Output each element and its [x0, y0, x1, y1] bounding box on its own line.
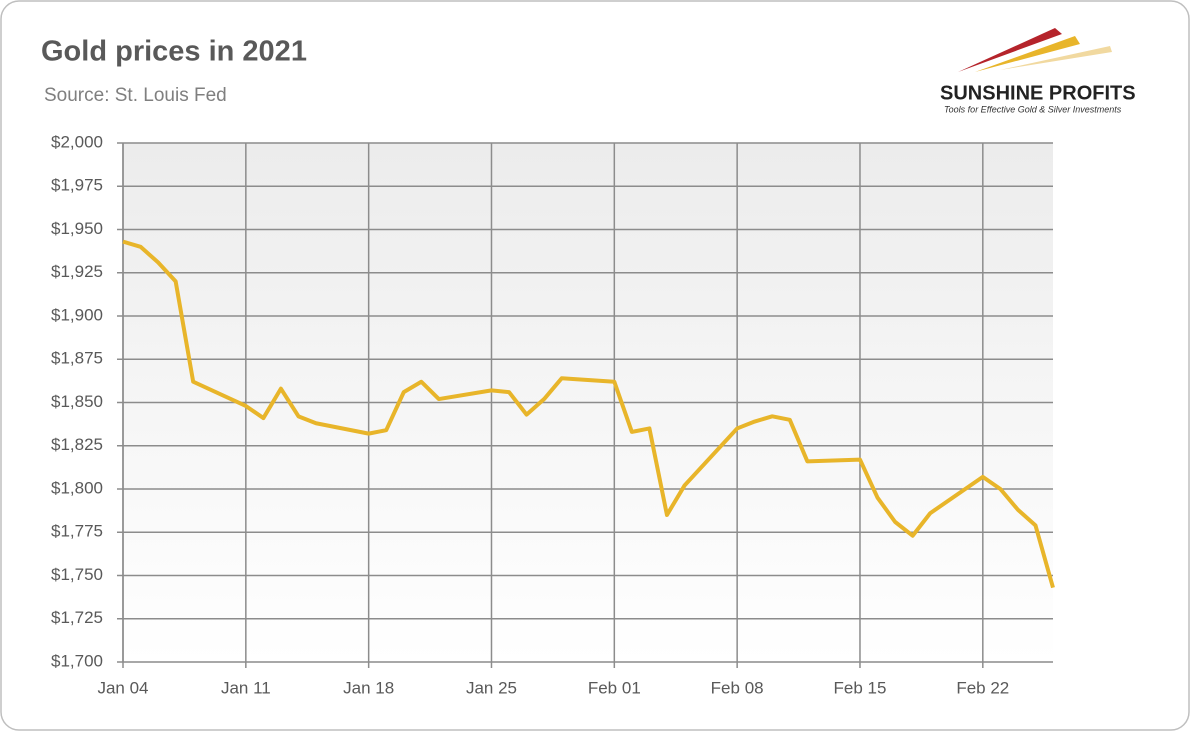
x-tick-label: Jan 25: [466, 678, 517, 697]
y-tick-label: $1,750: [51, 565, 103, 584]
y-tick-label: $1,900: [51, 305, 103, 324]
y-tick-label: $1,850: [51, 392, 103, 411]
y-tick-label: $1,975: [51, 176, 103, 195]
y-tick-label: $1,775: [51, 522, 103, 541]
x-tick-label: Jan 04: [97, 678, 148, 697]
x-tick-label: Feb 22: [956, 678, 1009, 697]
y-tick-label: $1,950: [51, 219, 103, 238]
logo-swoosh: [958, 28, 1062, 72]
logo: SUNSHINE PROFITS Tools for Effective Gol…: [940, 28, 1136, 114]
logo-swoosh: [1000, 46, 1112, 70]
y-tick-label: $1,800: [51, 478, 103, 497]
x-tick-label: Jan 11: [221, 678, 271, 697]
x-tick-label: Feb 08: [711, 678, 764, 697]
y-tick-label: $2,000: [51, 132, 103, 151]
y-tick-label: $1,925: [51, 262, 103, 281]
y-tick-label: $1,700: [51, 651, 103, 670]
x-tick-label: Jan 18: [343, 678, 394, 697]
chart-title: Gold prices in 2021: [41, 36, 307, 68]
x-tick-label: Feb 15: [834, 678, 887, 697]
logo-swoosh: [975, 36, 1080, 72]
chart-subtitle: Source: St. Louis Fed: [44, 85, 227, 106]
y-tick-label: $1,725: [51, 608, 103, 627]
y-tick-label: $1,875: [51, 349, 103, 368]
data-line: [122, 239, 1055, 589]
logo-name: SUNSHINE PROFITS: [940, 82, 1136, 104]
x-tick-label: Feb 01: [588, 678, 641, 697]
logo-tagline: Tools for Effective Gold & Silver Invest…: [944, 104, 1122, 114]
y-tick-label: $1,825: [51, 435, 103, 454]
